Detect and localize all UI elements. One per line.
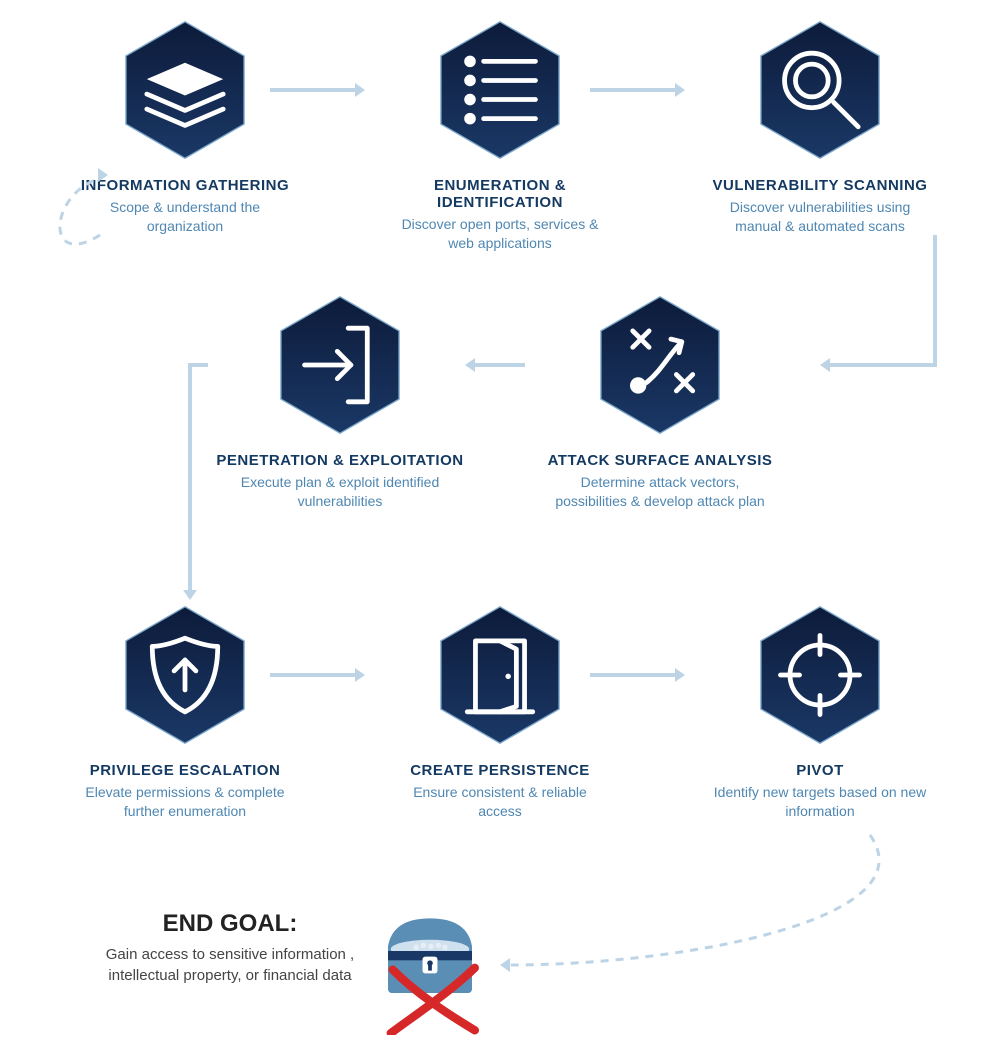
layers-hex (110, 15, 260, 165)
node-pivot: PIVOT Identify new targets based on new i… (690, 600, 950, 821)
node-enum: ENUMERATION & IDENTIFICATION Discover ope… (370, 15, 630, 253)
door-hex (425, 600, 575, 750)
node-title: ENUMERATION & IDENTIFICATION (370, 177, 630, 211)
treasure-icon (360, 895, 500, 1040)
node-attack: ATTACK SURFACE ANALYSIS Determine attack … (530, 290, 790, 511)
node-info: INFORMATION GATHERING Scope & understand … (55, 15, 315, 236)
node-desc: Scope & understand the organization (55, 198, 315, 236)
magnify-hex (745, 15, 895, 165)
node-pen: PENETRATION & EXPLOITATION Execute plan &… (210, 290, 470, 511)
node-title: ATTACK SURFACE ANALYSIS (530, 452, 790, 469)
node-desc: Elevate permissions & complete further e… (55, 783, 315, 821)
enter-hex (265, 290, 415, 440)
node-desc: Determine attack vectors, possibilities … (530, 473, 790, 511)
node-desc: Execute plan & exploit identified vulner… (210, 473, 470, 511)
list-hex (425, 15, 575, 165)
tactics-hex (585, 290, 735, 440)
node-desc: Discover open ports, services & web appl… (370, 215, 630, 253)
node-title: VULNERABILITY SCANNING (690, 177, 950, 194)
node-vuln: VULNERABILITY SCANNING Discover vulnerabi… (690, 15, 950, 236)
node-desc: Discover vulnerabilities using manual & … (690, 198, 950, 236)
node-desc: Ensure consistent & reliable access (370, 783, 630, 821)
node-title: PIVOT (690, 762, 950, 779)
end-goal-desc: Gain access to sensitive information , i… (105, 944, 355, 986)
node-title: INFORMATION GATHERING (55, 177, 315, 194)
node-title: PRIVILEGE ESCALATION (55, 762, 315, 779)
node-persist: CREATE PERSISTENCE Ensure consistent & re… (370, 600, 630, 821)
node-title: PENETRATION & EXPLOITATION (210, 452, 470, 469)
node-priv: PRIVILEGE ESCALATION Elevate permissions … (55, 600, 315, 821)
node-title: CREATE PERSISTENCE (370, 762, 630, 779)
end-goal-block: END GOAL: Gain access to sensitive infor… (105, 910, 355, 986)
shield-hex (110, 600, 260, 750)
node-desc: Identify new targets based on new inform… (690, 783, 950, 821)
end-goal-title: END GOAL: (105, 910, 355, 938)
crosshair-hex (745, 600, 895, 750)
